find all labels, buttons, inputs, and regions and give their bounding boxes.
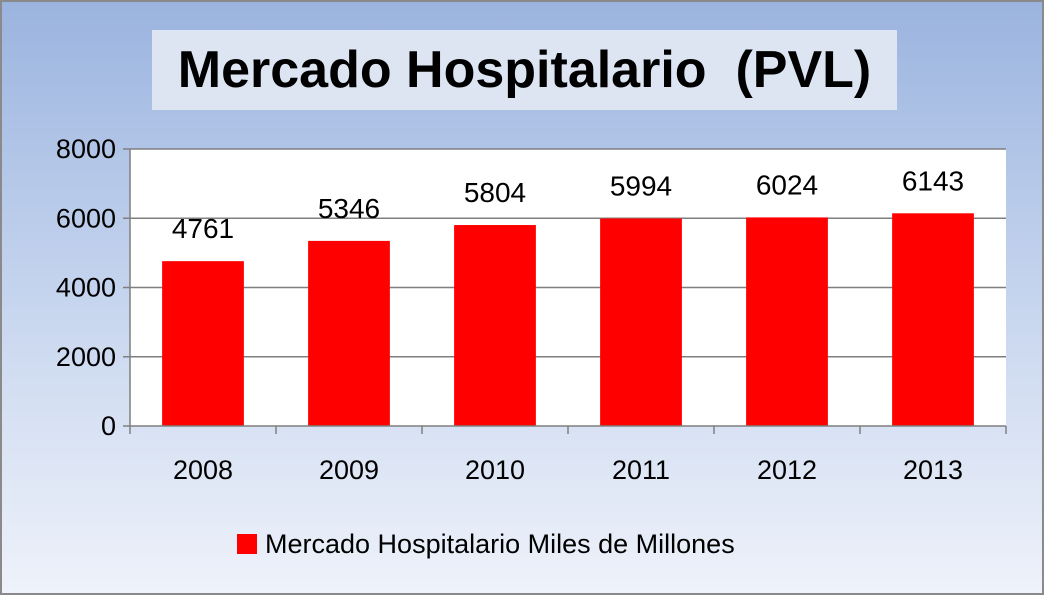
bar-2013 (892, 213, 974, 426)
data-label: 6024 (756, 169, 818, 200)
legend-swatch (237, 534, 257, 554)
data-label: 5804 (464, 177, 526, 208)
axes (123, 148, 1007, 434)
x-tick-label: 2011 (612, 455, 670, 485)
gridlines (130, 148, 1006, 358)
legend: Mercado Hospitalario Miles de Millones (237, 526, 735, 562)
x-tick-label: 2009 (319, 455, 379, 485)
x-tick-label: 2010 (465, 455, 525, 485)
data-label: 5994 (610, 170, 672, 201)
chart-title-box: Mercado Hospitalario (PVL) (152, 30, 897, 110)
y-tick-label: 2000 (56, 342, 116, 372)
x-tick-label: 2013 (903, 455, 963, 485)
bar-2011 (600, 218, 682, 426)
data-label: 6143 (902, 165, 964, 196)
chart-title: Mercado Hospitalario (PVL) (177, 41, 872, 99)
y-tick-label: 8000 (56, 134, 116, 164)
x-tick-label: 2008 (173, 455, 233, 485)
bar-2012 (746, 217, 828, 426)
x-axis-tick-labels: 2008 2009 2010 2011 2012 2013 (173, 455, 963, 485)
bar-2010 (454, 225, 536, 426)
legend-label: Mercado Hospitalario Miles de Millones (265, 528, 735, 559)
y-tick-label: 6000 (56, 203, 116, 233)
bar-2008 (162, 261, 244, 426)
y-axis-tick-labels: 0 2000 4000 6000 8000 (56, 134, 116, 441)
bars (162, 213, 974, 426)
x-tick-label: 2012 (757, 455, 817, 485)
data-label: 5346 (318, 193, 380, 224)
y-tick-label: 0 (101, 411, 116, 441)
bar-2009 (308, 240, 390, 426)
data-labels: 4761 5346 5804 5994 6024 6143 (172, 165, 964, 244)
y-tick-label: 4000 (56, 273, 116, 303)
data-label: 4761 (172, 213, 234, 244)
